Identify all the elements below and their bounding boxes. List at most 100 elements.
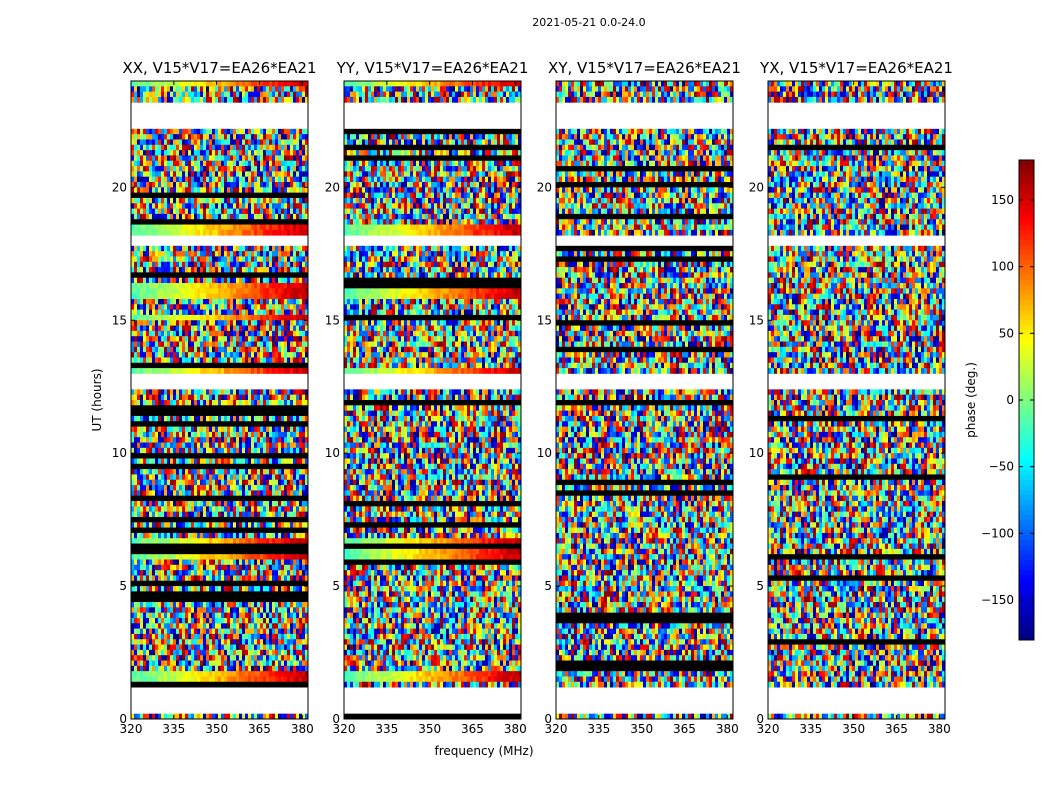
colorbar-segment bbox=[1019, 355, 1034, 361]
colorbar-segment bbox=[1019, 480, 1034, 486]
y-tick-label: 5 bbox=[119, 579, 127, 593]
y-tick-label: 20 bbox=[112, 180, 127, 194]
colorbar-segment bbox=[1019, 220, 1034, 226]
y-tick-label: 15 bbox=[537, 313, 552, 327]
colorbar-segment bbox=[1019, 565, 1034, 571]
colorbar-segment bbox=[1019, 590, 1034, 596]
colorbar-segment bbox=[1019, 215, 1034, 221]
x-tick-label: 365 bbox=[248, 722, 271, 736]
x-tick-label: 380 bbox=[504, 722, 527, 736]
colorbar-segment bbox=[1019, 290, 1034, 296]
colorbar-segment bbox=[1019, 515, 1034, 521]
colorbar-segment bbox=[1019, 350, 1034, 356]
colorbar-segment bbox=[1019, 170, 1034, 176]
colorbar-segment bbox=[1019, 365, 1034, 371]
x-tick-label: 365 bbox=[461, 722, 484, 736]
colorbar-segment bbox=[1019, 605, 1034, 611]
colorbar-segment bbox=[1019, 390, 1034, 396]
colorbar-segment bbox=[1019, 195, 1034, 201]
x-tick-label: 335 bbox=[799, 722, 822, 736]
colorbar-segment bbox=[1019, 430, 1034, 436]
panel-frame bbox=[343, 80, 522, 720]
colorbar-segment bbox=[1019, 165, 1034, 171]
colorbar-segment bbox=[1019, 380, 1034, 386]
x-tick-label: 350 bbox=[630, 722, 653, 736]
colorbar-segment bbox=[1019, 635, 1034, 641]
colorbar-segment bbox=[1019, 260, 1034, 266]
panel-frame bbox=[767, 80, 946, 720]
y-tick-label: 5 bbox=[756, 579, 764, 593]
colorbar-segment bbox=[1019, 395, 1034, 401]
x-tick-label: 350 bbox=[205, 722, 228, 736]
colorbar-segment bbox=[1019, 530, 1034, 536]
colorbar-segment bbox=[1019, 320, 1034, 326]
y-tick-label: 10 bbox=[537, 446, 552, 460]
colorbar-segment bbox=[1019, 185, 1034, 191]
colorbar-segment bbox=[1019, 405, 1034, 411]
panel-title: YY, V15*V17=EA26*EA21 bbox=[336, 59, 529, 77]
y-tick-label: 15 bbox=[325, 313, 340, 327]
colorbar-segment bbox=[1019, 505, 1034, 511]
panel-yy: YY, V15*V17=EA26*EA21 320 335 350 365 380 0 5 10… bbox=[325, 59, 529, 736]
colorbar-segment bbox=[1019, 490, 1034, 496]
panel-frame bbox=[555, 80, 734, 720]
colorbar-segment bbox=[1019, 545, 1034, 551]
colorbar-tick-label: −50 bbox=[989, 460, 1014, 474]
panel-heatmap bbox=[768, 81, 946, 720]
colorbar-segment bbox=[1019, 460, 1034, 466]
colorbar-segment bbox=[1019, 265, 1034, 271]
colorbar-segment bbox=[1019, 550, 1034, 556]
colorbar-segment bbox=[1019, 625, 1034, 631]
colorbar-segment bbox=[1019, 160, 1034, 166]
colorbar-segment bbox=[1019, 340, 1034, 346]
colorbar-segment bbox=[1019, 335, 1034, 341]
colorbar-segment bbox=[1019, 585, 1034, 591]
x-tick-label: 365 bbox=[673, 722, 696, 736]
colorbar-segment bbox=[1019, 325, 1034, 331]
colorbar-segment bbox=[1019, 630, 1034, 636]
colorbar-segment bbox=[1019, 300, 1034, 306]
x-tick-label: 350 bbox=[418, 722, 441, 736]
colorbar-segment bbox=[1019, 575, 1034, 581]
panels-group: XX, V15*V17=EA26*EA21 320 335 350 365 380 0 5 10… bbox=[112, 59, 953, 736]
colorbar-segment bbox=[1019, 240, 1034, 246]
x-tick-label: 320 bbox=[333, 722, 356, 736]
colorbar-segment bbox=[1019, 205, 1034, 211]
colorbar-segment bbox=[1019, 180, 1034, 186]
y-tick-label: 15 bbox=[112, 313, 127, 327]
y-tick-label: 0 bbox=[119, 712, 127, 726]
colorbar-segment bbox=[1019, 495, 1034, 501]
colorbar-segment bbox=[1019, 445, 1034, 451]
colorbar-segment bbox=[1019, 310, 1034, 316]
x-tick-label: 335 bbox=[162, 722, 185, 736]
x-tick-label: 380 bbox=[928, 722, 951, 736]
colorbar-segment bbox=[1019, 560, 1034, 566]
x-axis-label: frequency (MHz) bbox=[434, 744, 533, 758]
x-tick-label: 380 bbox=[716, 722, 739, 736]
colorbar-tick-label: 0 bbox=[1006, 393, 1014, 407]
x-tick-label: 350 bbox=[842, 722, 865, 736]
y-tick-label: 15 bbox=[749, 313, 764, 327]
colorbar-segment bbox=[1019, 425, 1034, 431]
colorbar-segment bbox=[1019, 600, 1034, 606]
y-tick-label: 10 bbox=[325, 446, 340, 460]
x-tick-label: 365 bbox=[885, 722, 908, 736]
colorbar-segment bbox=[1019, 385, 1034, 391]
colorbar-segment bbox=[1019, 440, 1034, 446]
colorbar-segment bbox=[1019, 470, 1034, 476]
colorbar-segment bbox=[1019, 555, 1034, 561]
colorbar-segment bbox=[1019, 420, 1034, 426]
panel-title: YX, V15*V17=EA26*EA21 bbox=[759, 59, 953, 77]
colorbar: 150 100 50 0 −50 −100 −150 bbox=[981, 159, 1035, 641]
y-tick-label: 20 bbox=[537, 180, 552, 194]
x-tick-label: 335 bbox=[587, 722, 610, 736]
colorbar-segment bbox=[1019, 330, 1034, 336]
colorbar-segment bbox=[1019, 415, 1034, 421]
panel-frame bbox=[130, 80, 309, 720]
x-tick-label: 320 bbox=[757, 722, 780, 736]
colorbar-segment bbox=[1019, 520, 1034, 526]
colorbar-segment bbox=[1019, 250, 1034, 256]
colorbar-segment bbox=[1019, 345, 1034, 351]
colorbar-segment bbox=[1019, 280, 1034, 286]
